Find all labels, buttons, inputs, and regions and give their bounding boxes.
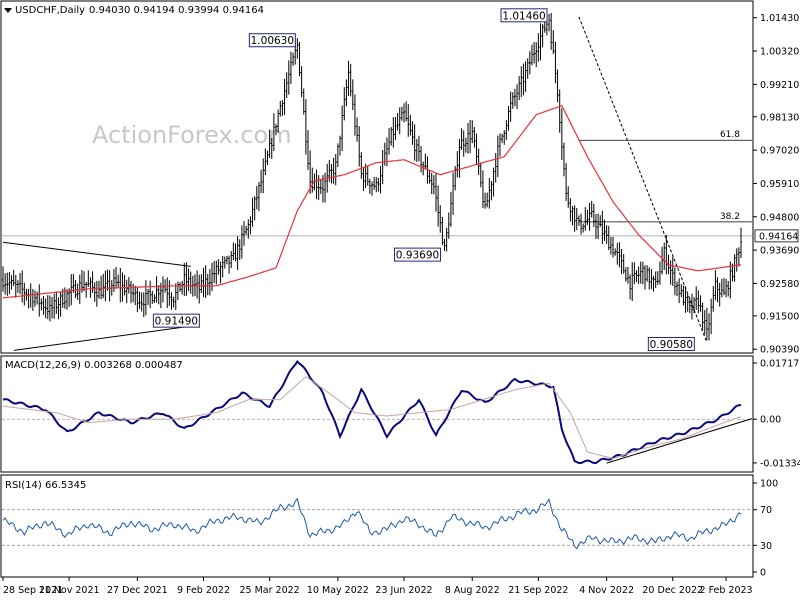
symbol-label: USDCHF,Daily <box>15 5 85 16</box>
rsi-header: RSI(14) 66.5345 <box>5 480 86 491</box>
macd-trendline <box>606 418 753 464</box>
callout-box <box>394 247 442 262</box>
date-tick-label: 25 Mar 2022 <box>240 585 300 596</box>
date-tick-label: 28 Sep 2021 <box>3 585 63 596</box>
trendline-lower <box>13 325 191 351</box>
callout-box <box>647 336 695 351</box>
axis-layer: 1.01430 1.00320 0.99210 0.98130 0.97020 0.959… <box>2 13 800 596</box>
price-tick-label: 1.00320 <box>760 47 799 58</box>
trendline-dashed <box>578 16 708 343</box>
date-tick-label: 2 Feb 2023 <box>700 585 753 596</box>
callout-label: 1.00630 <box>251 35 294 47</box>
date-tick-label: 21 Sep 2022 <box>508 585 568 596</box>
price-tick-label: 0.99210 <box>760 80 799 91</box>
macd-layer <box>2 360 753 464</box>
macd-header: MACD(12,26,9) 0.003268 0.000487 <box>5 360 183 371</box>
rsi-layer <box>2 497 752 550</box>
callout-label: 1.01460 <box>502 10 545 22</box>
date-tick-label: 20 Dec 2022 <box>642 585 703 596</box>
rsi-panel <box>0 474 754 578</box>
macd-tick-label: -0.01334 <box>760 458 800 469</box>
date-tick-label: 8 Aug 2022 <box>445 585 500 596</box>
price-panel <box>0 0 754 354</box>
rsi-tick-label: 70 <box>760 505 772 516</box>
trendline-upper <box>2 241 191 267</box>
price-tick-label: 0.97020 <box>760 146 799 157</box>
macd-tick-label: 0.00 <box>760 415 781 426</box>
rsi-line <box>2 497 742 550</box>
current-price-tag <box>754 229 799 243</box>
ohlc-label: 0.94030 0.94194 0.93994 0.94164 <box>89 5 264 16</box>
date-tick-label: 11 Nov 2021 <box>39 585 100 596</box>
price-tick-label: 0.95910 <box>760 179 799 190</box>
callout-label: 0.91490 <box>155 316 198 328</box>
date-tick-label: 23 Jun 2022 <box>375 585 432 596</box>
collapse-triangle-icon[interactable] <box>4 8 12 13</box>
callout-label: 0.90580 <box>650 339 693 351</box>
date-tick-label: 4 Nov 2022 <box>579 585 634 596</box>
fib-label: 61.8 <box>720 130 740 140</box>
rsi-tick-label: 0 <box>760 568 766 579</box>
price-tick-label: 0.94800 <box>760 212 799 223</box>
price-layer: 61.8 38.2 1.00630 1.01460 0.93690 0.91490 0.90… <box>1 8 752 351</box>
moving-average-line <box>2 104 742 299</box>
callout-box <box>152 313 200 328</box>
macd-tick-label: 0.017176 <box>760 358 800 369</box>
macd-panel <box>0 355 754 473</box>
price-tick-label: 1.01430 <box>760 13 799 24</box>
price-tick-label: 0.98130 <box>760 112 799 123</box>
date-tick-label: 10 May 2022 <box>307 585 369 596</box>
price-tick-label: 0.92580 <box>760 279 799 290</box>
price-tick-label: 0.90390 <box>760 345 799 356</box>
callout-box <box>248 33 296 48</box>
rsi-tick-label: 30 <box>760 541 772 552</box>
date-tick-label: 27 Dec 2021 <box>107 585 168 596</box>
current-price-label: 0.94164 <box>759 231 798 242</box>
rsi-tick-label: 100 <box>760 479 778 490</box>
date-tick-label: 9 Feb 2022 <box>177 585 230 596</box>
price-tick-label: 0.91500 <box>760 311 799 322</box>
watermark: ActionForex.com <box>92 121 292 149</box>
price-tick-label: 0.93690 <box>760 246 799 257</box>
fib-label: 38.2 <box>720 212 740 222</box>
callout-box <box>500 8 548 23</box>
price-header: USDCHF,Daily 0.94030 0.94194 0.93994 0.9… <box>4 5 264 16</box>
callout-label: 0.93690 <box>396 250 439 262</box>
signal-line <box>2 376 742 460</box>
